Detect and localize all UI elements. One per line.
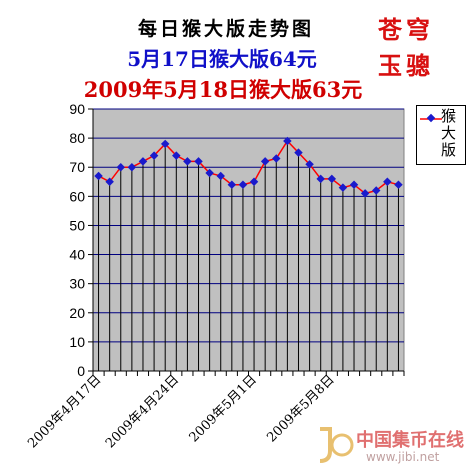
- legend-swatch-icon: [420, 113, 442, 123]
- data-point: [149, 151, 159, 160]
- data-point: [116, 162, 126, 172]
- data-point: [249, 177, 259, 187]
- x-tick-label: 2009年4月17日: [25, 372, 104, 451]
- y-tick-label: 90: [69, 101, 85, 117]
- data-point: [360, 189, 370, 198]
- author-brand-line-2: 玉骢: [378, 51, 434, 80]
- data-point: [216, 171, 225, 181]
- data-point: [260, 157, 270, 166]
- data-point: [138, 157, 148, 166]
- plot-area: [92, 108, 405, 372]
- data-point: [172, 151, 181, 160]
- data-point: [227, 180, 237, 189]
- y-tick-label: 50: [69, 217, 85, 233]
- data-point: [371, 186, 381, 195]
- watermark-url: www.jibi.net: [366, 450, 440, 464]
- legend: 猴大版: [416, 105, 466, 165]
- data-point: [338, 183, 348, 192]
- data-point: [383, 177, 392, 187]
- data-point: [94, 171, 103, 181]
- y-tick-label: 30: [69, 276, 85, 292]
- y-tick-label: 10: [69, 334, 85, 350]
- series-line-猴大版: [98, 139, 399, 195]
- data-point: [327, 174, 337, 184]
- data-point: [105, 177, 114, 187]
- legend-series-label: 猴大版: [441, 107, 457, 159]
- data-point: [160, 139, 170, 149]
- data-point: [394, 180, 403, 189]
- jibi-logo-icon: [319, 427, 354, 463]
- chart-title: 每日猴大版走势图: [137, 18, 314, 40]
- x-tick-label: 2009年4月24日: [103, 372, 182, 451]
- data-point: [238, 180, 248, 189]
- data-point: [316, 174, 325, 184]
- previous-price-line: 5月17日猴大版64元: [127, 47, 317, 71]
- data-point: [294, 148, 303, 157]
- y-tick-label: 70: [69, 159, 85, 175]
- y-tick-label: 0: [77, 363, 85, 379]
- data-point: [283, 136, 292, 146]
- current-price-line: 2009年5月18日猴大版63元: [83, 77, 363, 102]
- data-point: [305, 160, 314, 169]
- data-point: [194, 157, 203, 166]
- y-tick-label: 40: [69, 247, 85, 263]
- y-tick-label: 60: [69, 188, 85, 204]
- watermark-text: 中国集币在线: [356, 430, 464, 451]
- data-point: [349, 180, 359, 189]
- x-tick-label: 2009年5月1日: [187, 372, 260, 445]
- y-tick-label: 20: [69, 305, 85, 321]
- data-point: [205, 168, 214, 178]
- data-point: [272, 154, 281, 163]
- y-tick-label: 80: [69, 130, 85, 146]
- data-point: [127, 162, 137, 172]
- author-brand-line-1: 苍穹: [378, 15, 434, 44]
- data-point: [183, 157, 192, 166]
